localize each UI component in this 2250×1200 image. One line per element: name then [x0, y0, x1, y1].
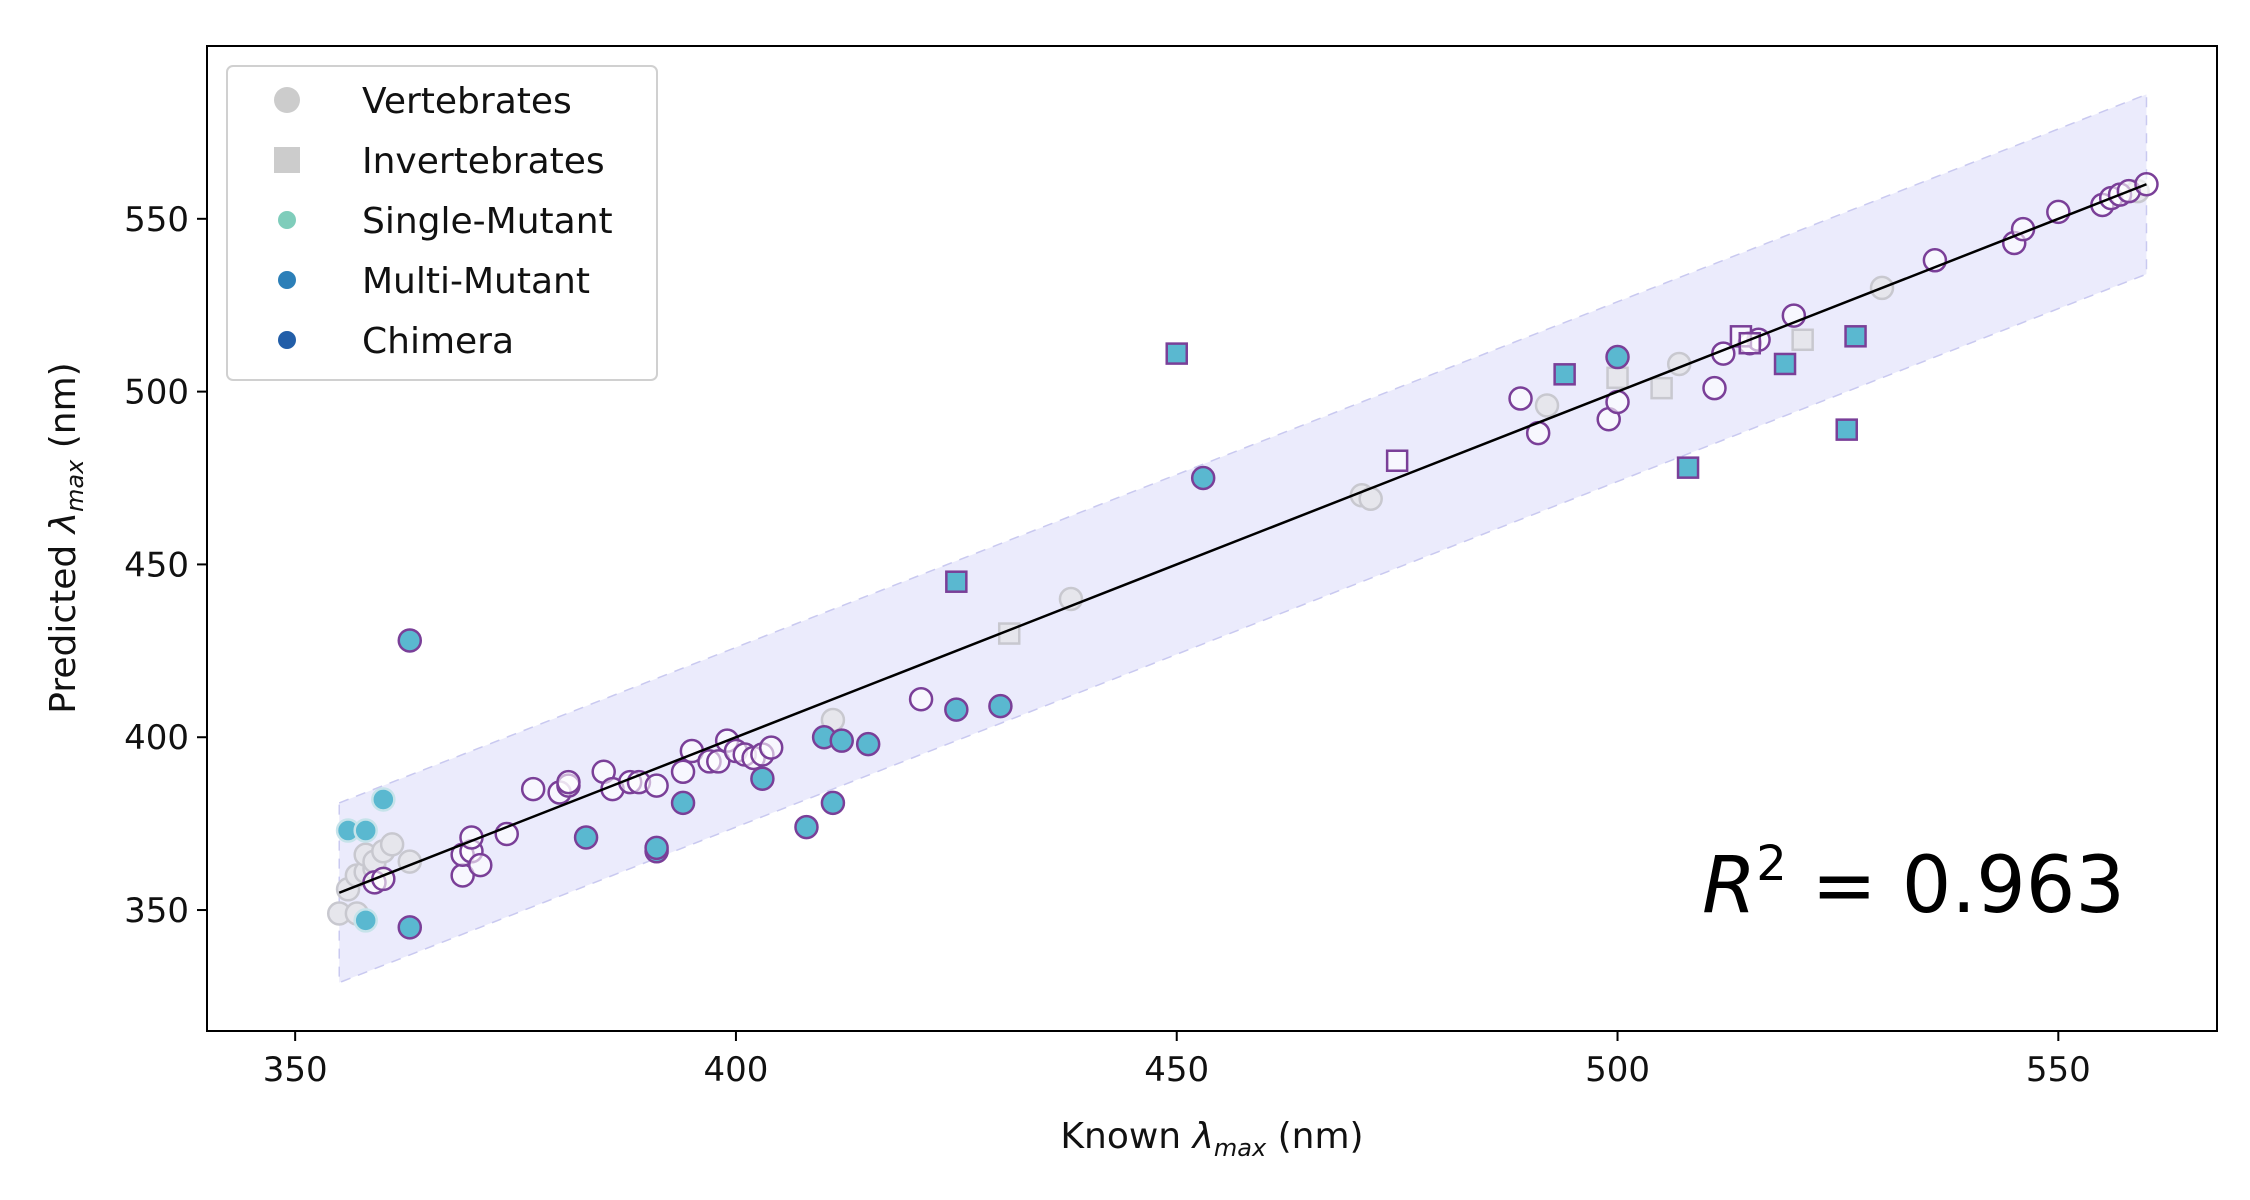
- data-point-purple-square: [1385, 449, 1409, 472]
- legend-box: [226, 65, 658, 381]
- data-point-teal-square: [1676, 456, 1700, 479]
- data-point-purple-circle: [520, 776, 546, 802]
- r-squared-value: = 0.963: [1787, 841, 2125, 931]
- data-point-teal-square: [1844, 325, 1867, 348]
- data-point-purple-circle: [1508, 386, 1533, 411]
- data-point-teal-circle-light-edge: [353, 908, 378, 933]
- y-axis-label-subscript: max: [61, 459, 89, 512]
- y-tick-label: 400: [124, 718, 189, 758]
- data-point-teal-circle-purple-edge: [794, 814, 819, 840]
- fit-line: [338, 183, 2147, 894]
- data-point-purple-circle: [556, 769, 581, 795]
- x-axis-label-subscript: max: [1214, 1134, 1267, 1162]
- x-axis-label: Known λmax (nm): [1060, 1116, 1363, 1162]
- data-point-purple-circle: [758, 735, 784, 760]
- legend-label: Single-Mutant: [362, 201, 613, 242]
- data-point-teal-square: [1165, 342, 1188, 365]
- data-point-teal-circle-purple-edge: [820, 790, 846, 816]
- data-point-teal-circle-purple-edge: [855, 731, 881, 757]
- r-squared-superscript: 2: [1756, 836, 1787, 892]
- legend-marker-circle: [278, 331, 296, 349]
- x-tick-label: 350: [263, 1050, 328, 1090]
- r-squared-symbol: R: [1702, 841, 1756, 931]
- legend-marker-circle: [278, 271, 296, 289]
- y-axis-label-symbol: λ: [43, 512, 84, 535]
- x-tick-label: 500: [1585, 1050, 1650, 1090]
- data-point-teal-circle-purple-edge: [1190, 465, 1216, 491]
- data-point-gray-circle: [379, 832, 405, 857]
- data-point-teal-circle-purple-edge: [1605, 344, 1630, 370]
- legend: Vertebrates Invertebrates Single-Mutant Mul…: [226, 65, 658, 381]
- data-point-purple-circle: [706, 749, 731, 774]
- plot-frame: [206, 45, 2218, 1032]
- legend-label: Invertebrates: [362, 141, 605, 182]
- data-point-teal-square: [1553, 363, 1576, 386]
- y-tick-label: 350: [124, 891, 189, 931]
- data-point-gray-square: [1606, 366, 1629, 390]
- legend-label: Chimera: [362, 321, 514, 362]
- x-axis-label-prefix: Known: [1060, 1116, 1192, 1157]
- data-point-purple-circle: [468, 852, 493, 878]
- data-point-teal-square: [1773, 352, 1797, 376]
- data-point-gray-circle: [1534, 393, 1560, 418]
- x-tick-label: 450: [1144, 1050, 1209, 1090]
- x-tick-label: 550: [2026, 1050, 2091, 1090]
- data-point-teal-circle-purple-edge: [670, 790, 696, 816]
- r-squared-annotation: R2 = 0.963: [1702, 836, 2125, 931]
- data-point-purple-circle: [1702, 375, 1727, 401]
- data-point-purple-circle: [670, 759, 696, 785]
- y-tick-label: 450: [124, 545, 189, 585]
- data-point-teal-square: [945, 570, 968, 593]
- data-point-gray-square: [1791, 328, 1814, 352]
- data-point-teal-circle-purple-edge: [829, 728, 854, 753]
- y-tick-label: 500: [124, 373, 189, 413]
- data-point-teal-circle-light-edge: [371, 787, 396, 812]
- y-axis-label: Predicted λmax (nm): [43, 362, 89, 713]
- plot-area: [326, 93, 2159, 984]
- legend-marker-circle: [274, 87, 300, 113]
- legend-label: Vertebrates: [362, 81, 572, 122]
- data-point-teal-square: [1835, 418, 1858, 441]
- legend-label: Multi-Mutant: [362, 261, 590, 302]
- data-point-teal-circle-purple-edge: [944, 697, 969, 722]
- data-point-teal-circle-purple-edge: [988, 693, 1013, 719]
- x-axis-label-symbol: λ: [1191, 1116, 1214, 1157]
- y-tick-label: 550: [124, 200, 189, 240]
- data-point-teal-circle-purple-edge: [644, 835, 669, 861]
- x-tick-label: 400: [703, 1050, 768, 1090]
- legend-marker-circle: [278, 211, 296, 229]
- data-point-teal-circle-purple-edge: [750, 766, 775, 791]
- legend-marker-square: [274, 147, 300, 173]
- data-point-teal-circle-light-edge: [353, 818, 378, 843]
- data-point-teal-circle-purple-edge: [397, 915, 423, 940]
- data-point-gray-square: [1650, 376, 1673, 400]
- data-point-purple-circle: [644, 773, 669, 798]
- y-axis-label-suffix: (nm): [43, 362, 84, 459]
- data-point-teal-circle-purple-edge: [397, 628, 423, 653]
- axes: 350 400 450 500 550 350 400 450 500 550: [124, 200, 2091, 1090]
- x-axis-label-suffix: (nm): [1266, 1116, 1363, 1157]
- data-point-teal-circle-purple-edge: [573, 825, 599, 850]
- data-point-purple-circle: [908, 686, 934, 712]
- y-axis-label-prefix: Predicted: [43, 533, 84, 713]
